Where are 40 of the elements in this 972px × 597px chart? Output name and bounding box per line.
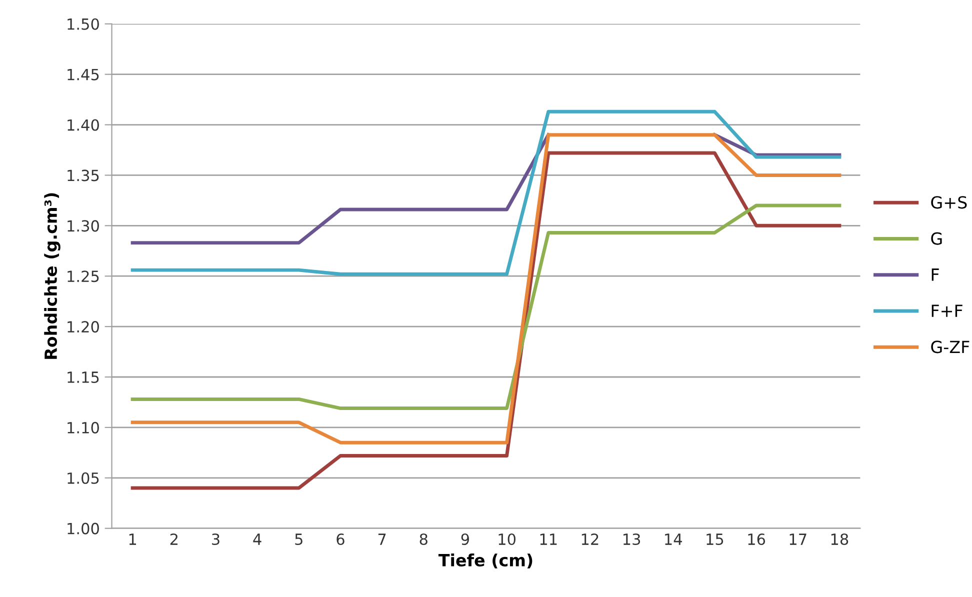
x-axis-title: Tiefe (cm) bbox=[438, 554, 532, 568]
legend-label: G-ZF bbox=[931, 340, 970, 354]
x-tick-label: 13 bbox=[623, 533, 640, 546]
x-tick-label: 17 bbox=[790, 534, 806, 545]
y-tick-label: 1.35 bbox=[68, 170, 99, 182]
x-tick-label: 10 bbox=[498, 533, 516, 546]
x-tick-label: 1 bbox=[129, 534, 136, 545]
x-tick-label: 6 bbox=[336, 533, 344, 546]
x-tick-label: 16 bbox=[748, 533, 766, 546]
y-tick-label: 1.30 bbox=[68, 220, 99, 232]
x-tick-label: 5 bbox=[295, 534, 302, 546]
x-tick-label: 3 bbox=[212, 533, 220, 546]
x-tick-label: 18 bbox=[831, 533, 848, 546]
y-tick-label: 1.05 bbox=[68, 472, 99, 484]
line-series bbox=[130, 204, 842, 410]
line-series bbox=[130, 110, 842, 276]
x-tick-label: 2 bbox=[170, 533, 178, 545]
x-tick-label: 14 bbox=[665, 534, 682, 545]
y-tick-label: 1.40 bbox=[68, 119, 99, 131]
line-series bbox=[130, 133, 842, 444]
y-tick-label: 1.00 bbox=[68, 522, 99, 534]
x-tick-label: 4 bbox=[253, 534, 262, 545]
x-tick-label: 15 bbox=[706, 534, 724, 546]
x-tick-label: 12 bbox=[582, 533, 598, 545]
y-tick-label: 1.20 bbox=[68, 321, 99, 333]
legend-label: F bbox=[932, 268, 939, 281]
legend-label: G bbox=[931, 232, 942, 245]
x-tick-label: 11 bbox=[540, 534, 557, 545]
x-tick-label: 9 bbox=[461, 533, 469, 546]
y-axis-title: Rohdichte (g.cm³) bbox=[44, 193, 60, 359]
line-series bbox=[130, 151, 842, 490]
y-tick-label: 1.45 bbox=[68, 68, 99, 80]
legend-label: F+F bbox=[932, 304, 962, 317]
y-tick-label: 1.50 bbox=[68, 18, 99, 30]
x-tick-label: 8 bbox=[420, 533, 428, 546]
y-tick-label: 1.25 bbox=[68, 270, 99, 282]
legend-label: G+S bbox=[931, 196, 967, 209]
y-tick-label: 1.15 bbox=[68, 372, 99, 384]
y-tick-label: 1.10 bbox=[68, 422, 99, 434]
x-tick-label: 7 bbox=[378, 534, 386, 545]
